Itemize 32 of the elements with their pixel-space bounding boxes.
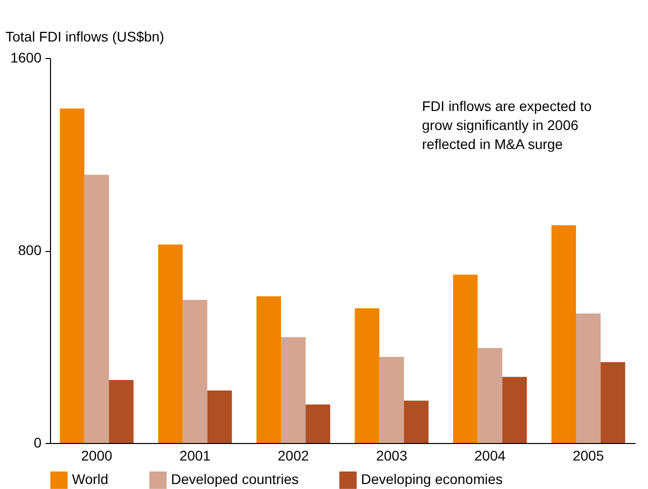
bar: [576, 314, 601, 443]
x-tick-label: 2002: [278, 448, 310, 464]
bar: [84, 174, 109, 443]
x-tick-label: 2004: [474, 448, 506, 464]
bar: [502, 376, 527, 443]
bar: [108, 380, 134, 443]
x-tick-label: 2000: [81, 448, 112, 464]
legend-label: World: [72, 471, 108, 488]
bar: [453, 274, 478, 443]
x-tick-label: 2003: [376, 448, 408, 464]
bar: [354, 308, 380, 443]
x-tick-label: 2001: [179, 448, 211, 464]
bar: [182, 300, 208, 443]
bar: [158, 244, 183, 443]
legend-label: Developed countries: [171, 471, 299, 488]
bar: [60, 108, 84, 443]
bar: [478, 348, 502, 443]
bar: [306, 404, 330, 443]
y-axis-title: Total FDI inflows (US$bn): [6, 28, 164, 44]
bar: [256, 296, 282, 443]
x-tick-label: 2005: [572, 448, 604, 464]
bar: [207, 390, 232, 443]
legend-label: Developing economies: [361, 471, 503, 488]
annotation: FDI inflows are expected to grow significantly in 2006 reflected in M&A surge: [422, 98, 592, 152]
y-tick-label: 800: [18, 242, 42, 258]
bar: [281, 337, 306, 443]
bar: [600, 362, 626, 443]
y-tick-label: 1600: [10, 50, 42, 66]
bar: [551, 225, 576, 443]
y-tick-label: 0: [34, 434, 42, 450]
bar: [404, 400, 429, 443]
bar: [379, 356, 404, 443]
